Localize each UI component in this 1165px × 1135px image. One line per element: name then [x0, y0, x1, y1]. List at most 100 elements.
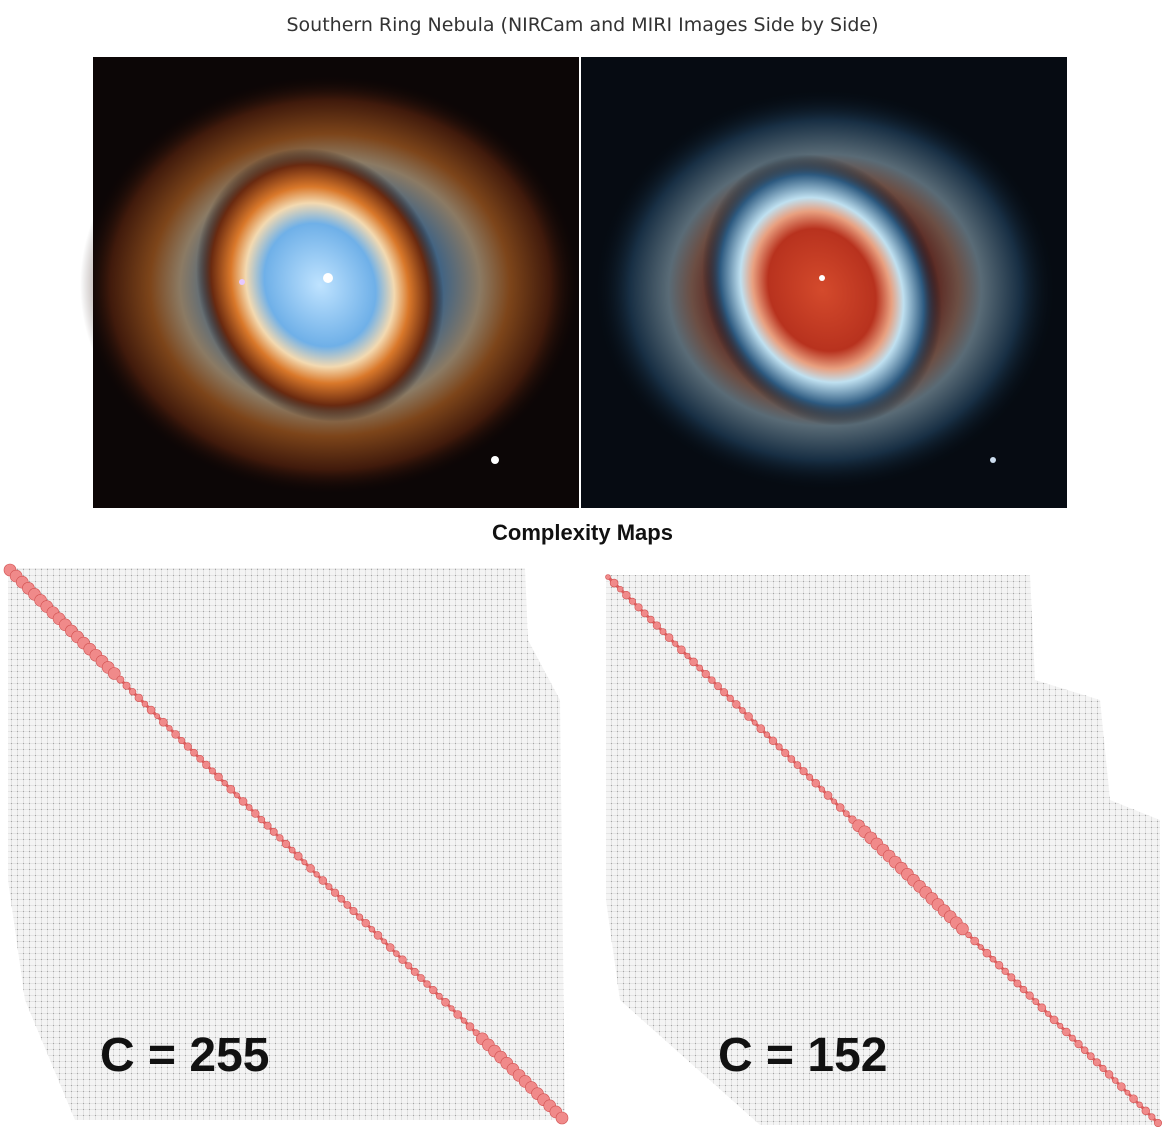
- diagonal-node: [756, 724, 766, 733]
- diagonal-node: [393, 950, 400, 957]
- diagonal-node: [257, 816, 266, 824]
- diagonal-node: [708, 676, 716, 684]
- diagonal-node: [714, 682, 722, 691]
- diagonal-node: [196, 754, 204, 763]
- diagonal-node: [763, 731, 771, 738]
- diagonal-node: [744, 712, 753, 721]
- diagonal-node: [739, 707, 746, 714]
- diagonal-node: [720, 688, 729, 697]
- miri-image: [581, 57, 1067, 508]
- complexity-label: C = 255: [100, 1029, 270, 1082]
- diagonal-node: [647, 615, 655, 624]
- diagonal-node: [381, 938, 387, 945]
- diagonal-node: [288, 846, 296, 854]
- diagonal-node: [159, 717, 168, 727]
- diagonal-node: [343, 901, 352, 909]
- diagonal-node: [1074, 1040, 1083, 1049]
- diagonal-node: [843, 810, 850, 817]
- diagonal-node: [435, 992, 443, 1000]
- diagonal-node: [368, 926, 376, 933]
- diagonal-node: [696, 664, 704, 672]
- diagonal-node: [330, 888, 340, 897]
- diagonal-node: [982, 948, 992, 958]
- diagonal-node: [385, 943, 395, 952]
- diagonal-node: [726, 694, 734, 702]
- diagonal-node: [472, 1029, 480, 1037]
- diagonal-node: [429, 986, 438, 995]
- diagonal-node: [664, 633, 674, 642]
- diagonal-node: [768, 736, 778, 746]
- diagonal-node: [1129, 1094, 1138, 1104]
- diagonal-node: [183, 742, 192, 751]
- diagonal-node: [410, 967, 419, 976]
- diagonal-node: [835, 803, 845, 812]
- diagonal-node: [751, 719, 758, 726]
- diagonal-node: [818, 786, 825, 793]
- diagonal-node: [166, 725, 173, 732]
- page-title: Southern Ring Nebula (NIRCam and MIRI Im…: [286, 14, 879, 36]
- diagonal-node: [965, 931, 972, 939]
- diagonal-node: [701, 669, 710, 679]
- diagonal-node: [313, 871, 320, 878]
- diagonal-node: [116, 675, 125, 684]
- diagonal-node: [1080, 1046, 1089, 1054]
- diagonal-node: [659, 628, 667, 635]
- diagonal-node: [373, 931, 383, 940]
- diagonal-node: [129, 688, 137, 696]
- diagonal-node: [1124, 1089, 1131, 1096]
- diagonal-node: [1104, 1070, 1114, 1079]
- diagonal-node: [122, 681, 131, 690]
- diagonal-node: [806, 773, 814, 781]
- diagonal-node: [405, 962, 413, 970]
- diagonal-node: [318, 876, 328, 885]
- diagonal-node: [775, 743, 783, 751]
- diagonal-node: [154, 713, 161, 719]
- diagonal-node: [793, 761, 802, 769]
- diagonal-node: [269, 827, 278, 836]
- diagonal-node: [781, 748, 790, 757]
- nircam-image: [80, 57, 580, 508]
- diagonal-node: [799, 767, 808, 776]
- diagonal-node: [190, 748, 198, 757]
- diagonal-node: [634, 603, 643, 612]
- diagonal-node: [1148, 1113, 1156, 1121]
- diagonal-node: [301, 859, 308, 866]
- diagonal-node: [453, 1010, 463, 1019]
- diagonal-node: [1019, 985, 1028, 994]
- diagonal-node: [178, 737, 186, 744]
- diagonal-node: [356, 913, 364, 921]
- diagonal-node: [1086, 1052, 1095, 1061]
- complexity-map: [605, 574, 1163, 1128]
- diagonal-node: [1045, 1010, 1051, 1017]
- diagonal-node: [1037, 1003, 1047, 1012]
- diagonal-node: [622, 591, 631, 600]
- diagonal-node: [306, 864, 315, 873]
- diagonal-node: [989, 955, 997, 963]
- diagonal-node: [1025, 991, 1034, 1000]
- diagonal-node: [417, 974, 425, 982]
- diagonal-node: [1136, 1101, 1143, 1108]
- diagonal-node: [226, 784, 236, 794]
- diagonal-node: [293, 851, 303, 861]
- diagonal-node: [640, 609, 649, 618]
- diagonal-node: [263, 821, 272, 830]
- diagonal-node: [1032, 998, 1040, 1006]
- diagonal-node: [251, 809, 260, 818]
- diagonal-node: [977, 944, 984, 950]
- diagonal-node: [605, 574, 611, 580]
- diagonal-node: [208, 767, 216, 775]
- diagonal-node: [1141, 1106, 1150, 1116]
- diagonal-node: [1117, 1082, 1126, 1091]
- diagonal-node: [628, 597, 636, 605]
- diagonal-node: [146, 705, 156, 715]
- diagonal-node: [732, 700, 741, 709]
- diagonal-node: [349, 906, 358, 915]
- diagonal-node: [1153, 1118, 1163, 1128]
- diagonal-node: [831, 798, 838, 805]
- diagonal-node: [107, 667, 121, 680]
- diagonal-node: [134, 693, 143, 703]
- diagonal-node: [465, 1022, 475, 1031]
- diagonal-node: [617, 585, 624, 593]
